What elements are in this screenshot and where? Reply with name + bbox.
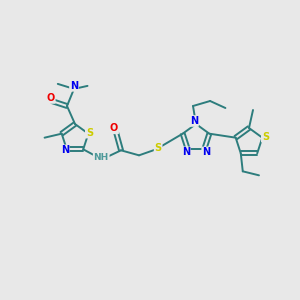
Text: S: S: [86, 128, 93, 138]
Text: S: S: [154, 143, 162, 153]
Text: O: O: [46, 93, 55, 103]
Text: NH: NH: [94, 153, 109, 162]
Text: N: N: [70, 81, 78, 91]
Text: O: O: [110, 123, 118, 133]
Text: N: N: [182, 147, 190, 157]
Text: N: N: [202, 147, 210, 157]
Text: S: S: [262, 132, 269, 142]
Text: N: N: [61, 145, 69, 155]
Text: N: N: [190, 116, 198, 126]
